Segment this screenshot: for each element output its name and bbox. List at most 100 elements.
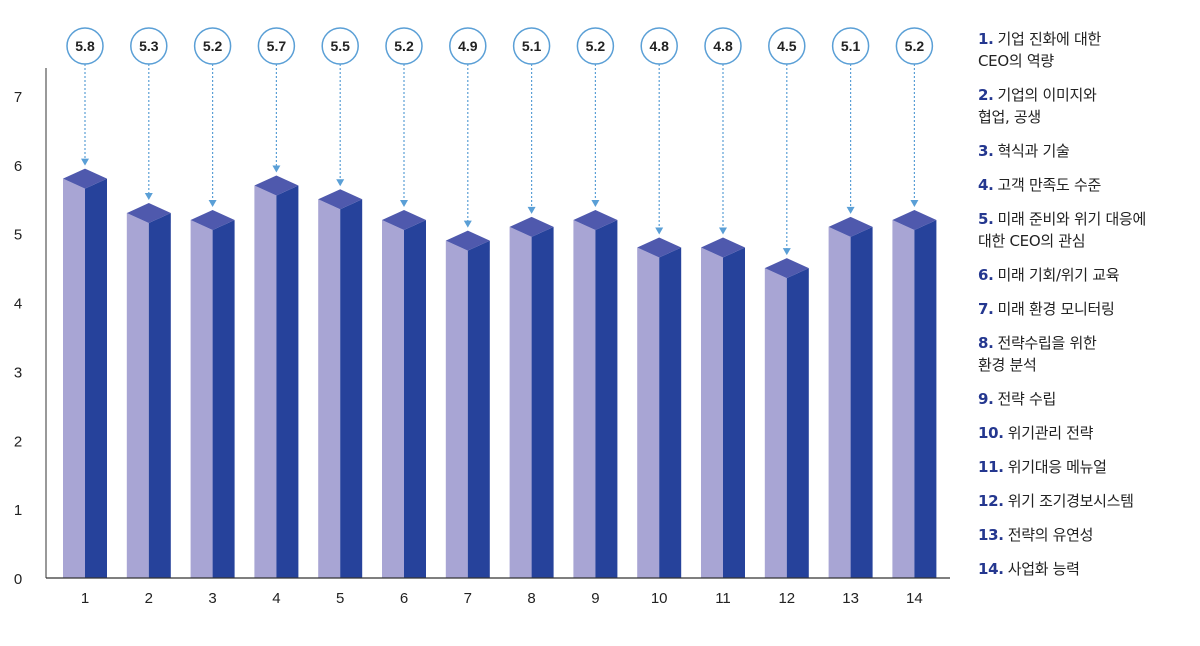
x-tick-label: 1 — [81, 590, 89, 607]
bar-top-face — [63, 168, 107, 189]
value-bubble — [66, 27, 104, 65]
leader-arrow-icon — [910, 199, 919, 207]
bar-front-face — [445, 240, 468, 578]
legend-item-number: 9. — [978, 390, 994, 408]
legend-item: 2. 기업의 이미지와 협업, 공생 — [978, 84, 1200, 128]
value-label: 5.2 — [905, 38, 925, 54]
legend-item-text: 전략수립을 위한 환경 분석 — [978, 334, 1097, 374]
bar-side-face — [850, 226, 873, 579]
legend-item-number: 13. — [978, 526, 1004, 544]
bar-top-face — [828, 216, 873, 237]
legend-item: 13. 전략의 유연성 — [978, 524, 1200, 546]
leader-arrow-icon — [463, 220, 472, 228]
bar-top-face — [126, 203, 171, 224]
legend-item-number: 1. — [978, 30, 994, 48]
value-label: 5.7 — [267, 38, 287, 54]
legend-item-text: 위기대응 메뉴얼 — [1007, 458, 1107, 476]
bar-side-face — [723, 247, 745, 578]
legend-item-text: 미래 준비와 위기 대응에 대한 CEO의 관심 — [978, 210, 1146, 250]
y-tick-label: 7 — [14, 89, 22, 106]
value-bubble — [831, 27, 870, 65]
leader-arrow-icon — [846, 206, 855, 214]
leader-arrow-icon — [591, 199, 600, 207]
bar-top-face — [764, 258, 809, 279]
bar-top-face — [318, 189, 363, 210]
bar-front-face — [509, 226, 532, 579]
bar-top-face — [190, 209, 235, 230]
leader-arrow-icon — [81, 158, 89, 166]
legend-item-text: 미래 기회/위기 교육 — [997, 266, 1120, 284]
bar-top-face — [509, 216, 554, 237]
bar-front-face — [63, 178, 85, 578]
bar-side-face — [914, 219, 937, 578]
legend-item-number: 6. — [978, 266, 994, 284]
value-label: 4.8 — [713, 38, 733, 54]
x-tick-label: 2 — [145, 590, 153, 607]
value-bubble — [193, 27, 232, 65]
y-tick-label: 2 — [14, 433, 22, 450]
leader-arrow-icon — [527, 206, 536, 214]
legend-item: 8. 전략수립을 위한 환경 분석 — [978, 332, 1200, 376]
bar-side-face — [531, 226, 554, 579]
legend-item-text: 고객 만족도 수준 — [997, 176, 1102, 194]
value-bubble — [449, 27, 487, 65]
legend-item-text: 혁식과 기술 — [997, 142, 1070, 160]
bar-side-face — [659, 247, 682, 578]
value-bubble — [895, 27, 934, 65]
legend-item-number: 14. — [978, 560, 1004, 578]
value-bubble — [576, 27, 615, 65]
x-tick-label: 12 — [778, 590, 795, 607]
value-label: 5.5 — [330, 38, 350, 54]
bar-front-face — [190, 219, 213, 578]
bar-front-face — [764, 268, 787, 578]
legend-item: 14. 사업화 능력 — [978, 558, 1200, 580]
bar-front-face — [318, 199, 341, 579]
bar-side-face — [467, 240, 490, 578]
x-tick-label: 14 — [906, 590, 923, 607]
value-bubble — [321, 27, 359, 65]
bar-chart: 012345675.815.325.235.745.555.264.975.18… — [14, 27, 950, 607]
legend-item: 9. 전략 수립 — [978, 388, 1200, 410]
value-bubble — [130, 27, 168, 65]
value-label: 4.5 — [777, 38, 797, 54]
bar-front-face — [637, 247, 660, 578]
legend-item-text: 미래 환경 모니터링 — [997, 300, 1115, 318]
legend-item-number: 3. — [978, 142, 994, 160]
x-tick-label: 10 — [651, 590, 668, 607]
value-bubble — [704, 27, 742, 65]
legend-item: 7. 미래 환경 모니터링 — [978, 298, 1200, 320]
x-tick-label: 13 — [842, 590, 859, 607]
value-label: 5.1 — [841, 38, 861, 54]
legend-item-number: 4. — [978, 176, 994, 194]
legend-item: 11. 위기대응 메뉴얼 — [978, 456, 1200, 478]
bar-front-face — [892, 219, 915, 578]
x-tick-label: 5 — [336, 590, 344, 607]
y-tick-label: 5 — [14, 227, 22, 244]
legend-item-number: 5. — [978, 210, 994, 228]
legend-item-text: 기업 진화에 대한 CEO의 역량 — [978, 30, 1101, 70]
value-bubble — [768, 27, 806, 65]
bar-side-face — [276, 185, 299, 578]
value-label: 5.8 — [75, 38, 95, 54]
value-bubble — [512, 27, 551, 65]
value-label: 4.9 — [458, 38, 478, 54]
y-tick-label: 4 — [14, 296, 22, 313]
leader-arrow-icon — [144, 193, 153, 201]
legend-item: 3. 혁식과 기술 — [978, 140, 1200, 162]
bar-front-face — [126, 213, 149, 579]
legend-item-number: 11. — [978, 458, 1004, 476]
legend-item-number: 10. — [978, 424, 1004, 442]
legend-item-number: 12. — [978, 492, 1004, 510]
legend-item-text: 위기관리 전략 — [1007, 424, 1094, 442]
x-tick-label: 9 — [591, 590, 599, 607]
bar-top-face — [637, 237, 682, 258]
legend: 1. 기업 진화에 대한 CEO의 역량 2. 기업의 이미지와 협업, 공생 3. 혁식… — [978, 28, 1200, 592]
legend-item-text: 사업화 능력 — [1007, 560, 1080, 578]
legend-item-number: 8. — [978, 334, 994, 352]
value-bubble — [640, 27, 678, 65]
legend-item-text: 위기 조기경보시스템 — [1007, 492, 1134, 510]
leader-arrow-icon — [400, 199, 408, 207]
bar-side-face — [786, 268, 809, 578]
bar-front-face — [254, 185, 277, 578]
bar-side-face — [148, 213, 171, 579]
